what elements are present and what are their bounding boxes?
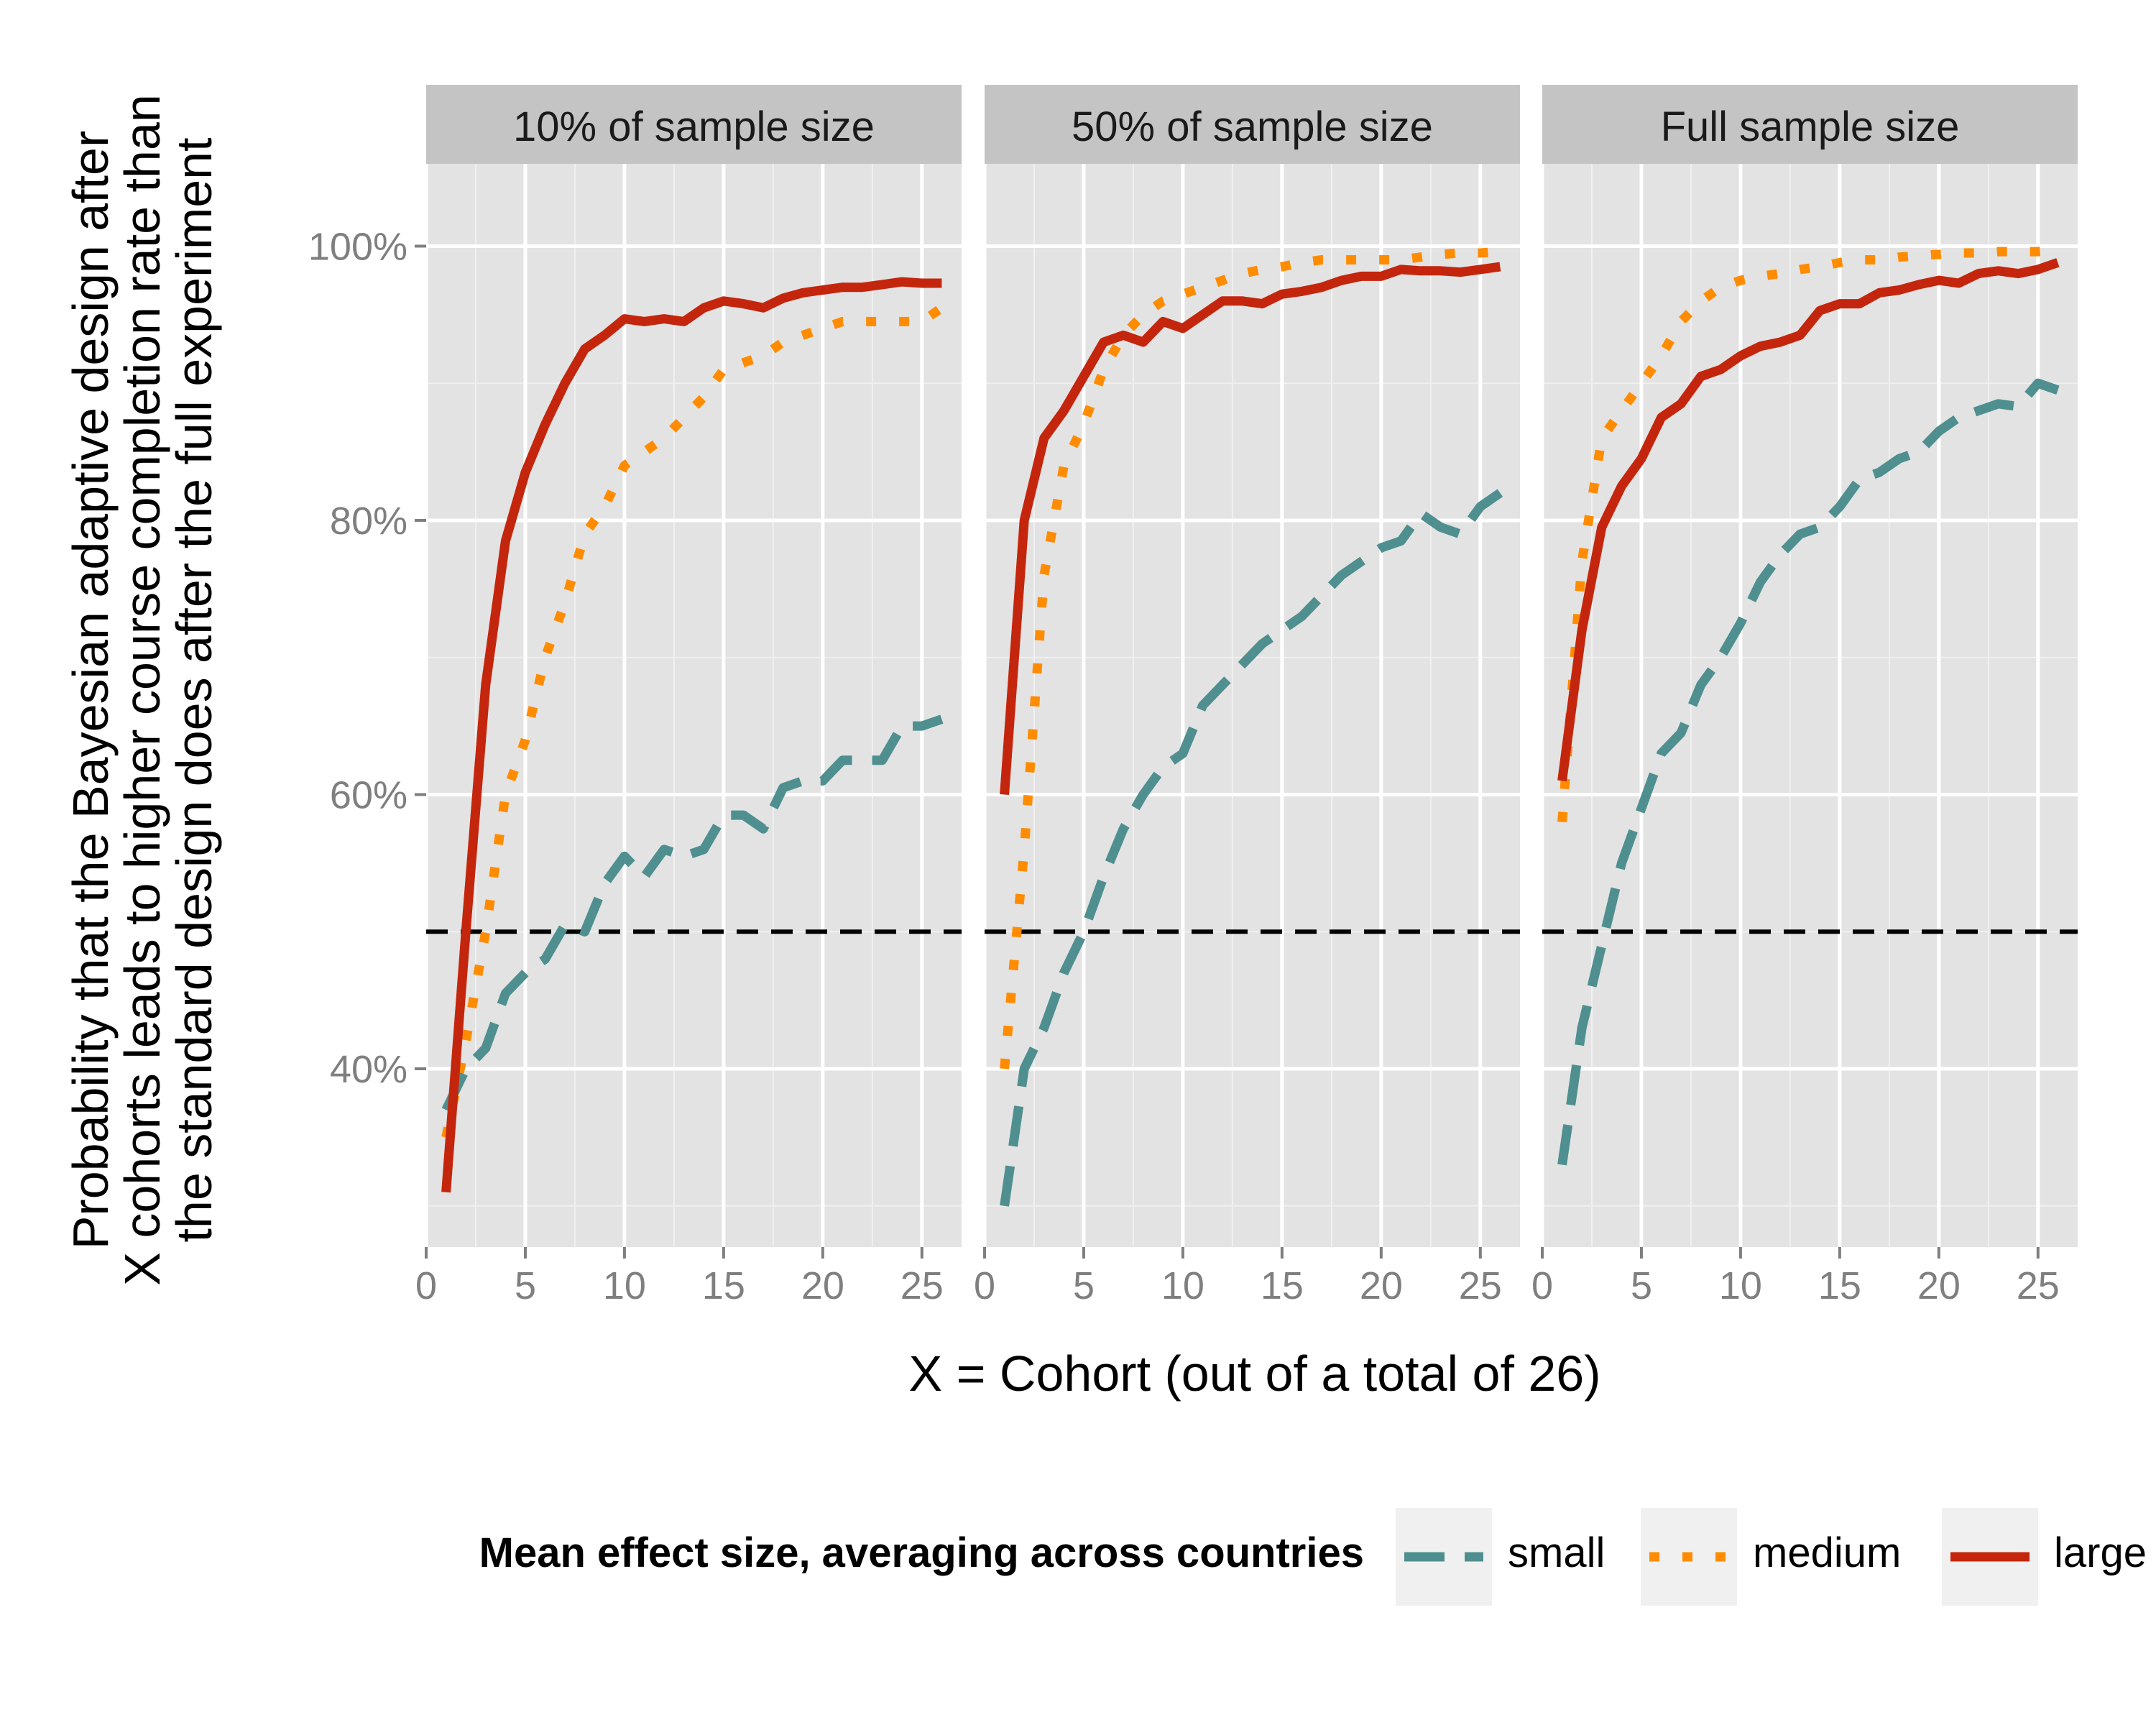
y-axis-title-line-3: the standard design does after the full … — [166, 137, 222, 1242]
panel-strip — [1542, 85, 2078, 164]
x-tick-label: 15 — [702, 1264, 745, 1307]
legend: Mean effect size, averaging across count… — [479, 1508, 2147, 1606]
x-tick-label: 20 — [801, 1264, 844, 1307]
panel-2: 50% of sample size 0 5 10 15 20 25 — [974, 85, 1520, 1307]
panel-strip-title: 50% of sample size — [1072, 104, 1433, 150]
x-tick-label: 20 — [1360, 1264, 1403, 1307]
panel-data — [426, 277, 962, 1193]
plot-background — [985, 164, 1520, 1247]
x-tick-label: 10 — [1719, 1264, 1762, 1307]
x-tick-label: 25 — [1459, 1264, 1502, 1307]
series-line-medium — [1000, 247, 1501, 1070]
x-tick-label: 0 — [415, 1264, 437, 1307]
y-axis-title-line-1: Probability that the Bayesian adaptive d… — [63, 131, 119, 1250]
series-line-large — [1557, 258, 2060, 782]
x-axis-title: X = Cohort (out of a total of 26) — [908, 1346, 1600, 1402]
panel-3: Full sample size 0 5 10 15 20 25 — [1531, 85, 2078, 1307]
x-tick-label: 15 — [1261, 1264, 1304, 1307]
series-line-large — [1000, 262, 1501, 795]
x-tick-label: 10 — [1161, 1264, 1204, 1307]
panel-data — [985, 247, 1520, 1207]
y-axis-title-line-2: X cohorts leads to higher course complet… — [114, 94, 170, 1286]
x-tick-label: 0 — [1531, 1264, 1553, 1307]
series-line-small — [441, 714, 944, 1113]
y-tick-label: 80% — [330, 500, 407, 543]
legend-title: Mean effect size, averaging across count… — [479, 1530, 1364, 1576]
panel-strip-title: Full sample size — [1661, 104, 1960, 150]
x-tick-label: 0 — [974, 1264, 995, 1307]
legend-item-large: large — [1942, 1508, 2147, 1606]
legend-label-medium: medium — [1753, 1530, 1901, 1576]
panel-strip — [985, 85, 1520, 164]
x-tick-label: 15 — [1818, 1264, 1861, 1307]
series-line-small — [1000, 489, 1503, 1207]
panel-1: 10% of sample size 0 5 10 15 20 25 40% 60% 80% 100… — [308, 85, 962, 1307]
x-tick-label: 5 — [1073, 1264, 1095, 1307]
legend-item-small: small — [1396, 1508, 1605, 1606]
legend-items: small medium large — [1396, 1508, 2147, 1606]
x-tick-label: 20 — [1917, 1264, 1961, 1307]
x-tick-label: 10 — [603, 1264, 646, 1307]
series-line-large — [441, 277, 942, 1193]
panel-data — [1542, 245, 2078, 1166]
y-tick-label: 60% — [330, 773, 407, 816]
legend-label-small: small — [1508, 1530, 1605, 1576]
legend-item-medium: medium — [1641, 1508, 1901, 1606]
y-axis-title: Probability that the Bayesian adaptive d… — [63, 94, 222, 1286]
panel-strip-title: 10% of sample size — [513, 104, 875, 150]
series-line-small — [1557, 378, 2060, 1166]
y-tick-label: 100% — [308, 225, 407, 268]
x-tick-label: 5 — [515, 1264, 536, 1307]
x-tick-label: 25 — [900, 1264, 944, 1307]
x-tick-label: 25 — [2017, 1264, 2060, 1307]
x-tick-label: 5 — [1631, 1264, 1652, 1307]
y-tick-label: 40% — [330, 1048, 407, 1091]
plot-background — [426, 164, 962, 1247]
legend-label-large: large — [2054, 1530, 2147, 1576]
panel-strip — [426, 85, 962, 164]
